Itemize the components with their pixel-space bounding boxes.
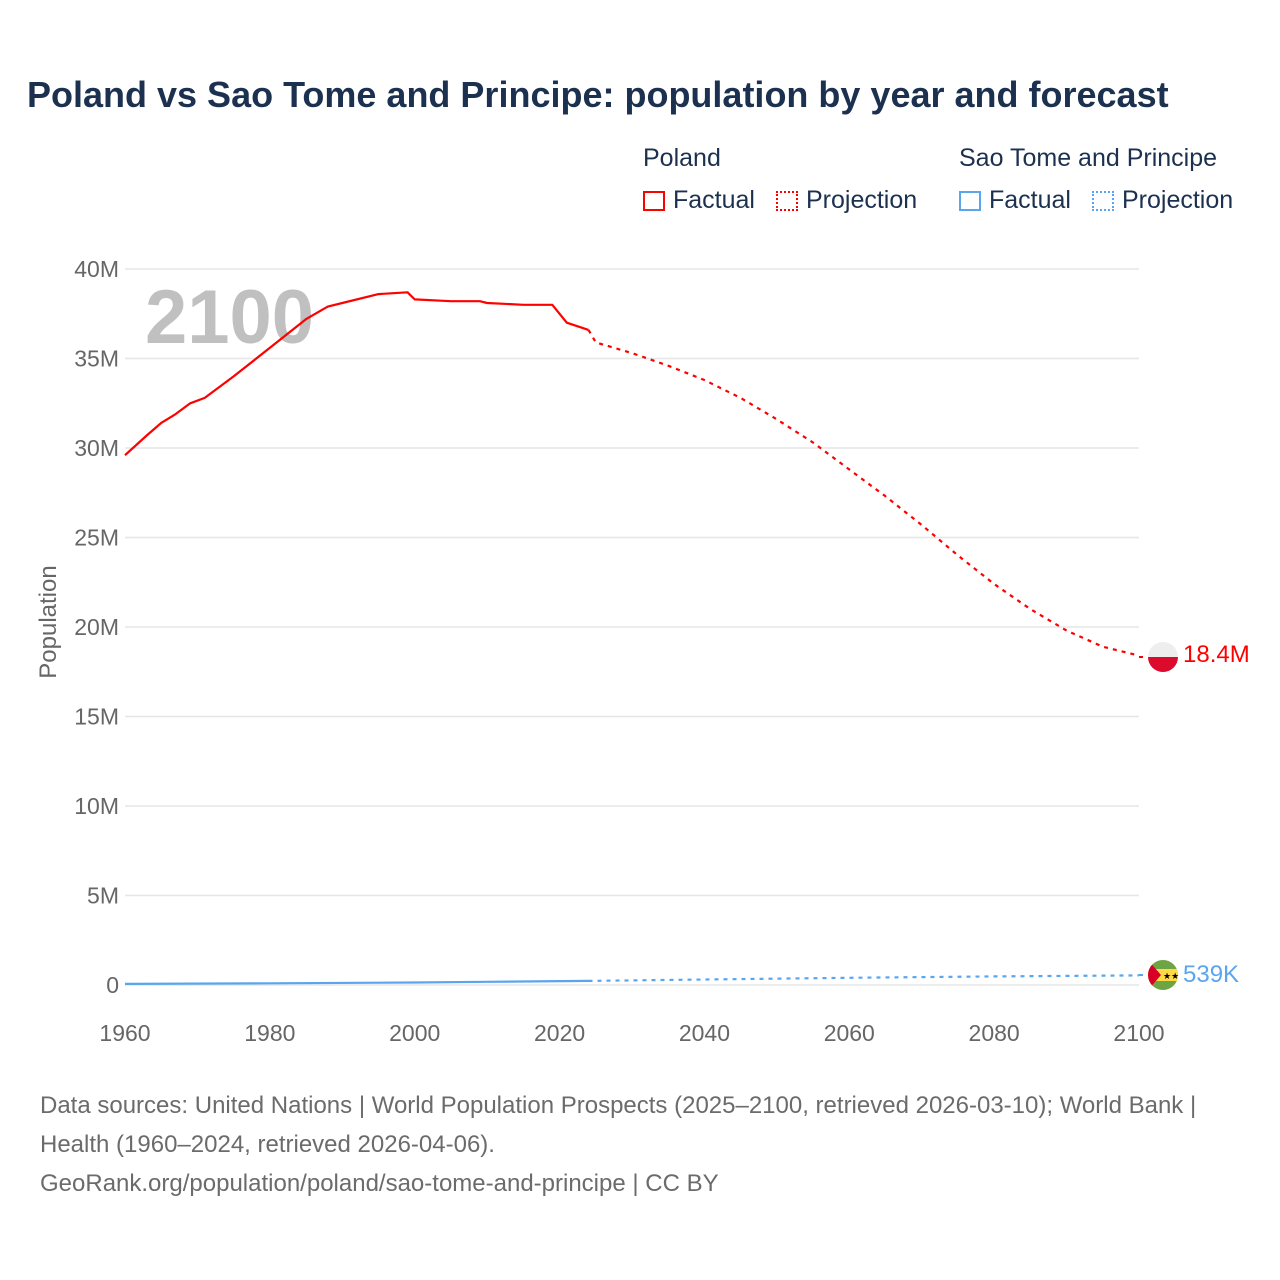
series-line-sao-tome-and-principe-factual — [124, 979, 589, 985]
legend-label: Factual — [673, 186, 755, 214]
y-tick-label: 30M — [74, 435, 119, 461]
x-tick-label: 2040 — [679, 1020, 730, 1046]
y-tick-label: 15M — [74, 704, 119, 730]
x-tick-label: 2100 — [1113, 1020, 1164, 1046]
legend-stp-factual[interactable]: Factual — [959, 186, 1071, 215]
year-overlay: 2100 — [145, 275, 314, 360]
x-tick-label: 2020 — [534, 1020, 585, 1046]
chart-title: Poland vs Sao Tome and Principe: populat… — [27, 74, 1169, 115]
y-tick-label: 35M — [74, 346, 119, 372]
legend-swatch-solid — [959, 190, 981, 211]
y-tick-label: 40M — [74, 256, 119, 282]
y-tick-label: 20M — [74, 614, 119, 640]
legend-swatch-solid — [643, 190, 665, 211]
y-axis-label: Population — [35, 565, 62, 678]
legend-group-stp: Sao Tome and Principe — [959, 144, 1218, 172]
poland-end-label: 18.4M — [1183, 641, 1250, 668]
svg-text:★★: ★★ — [1163, 971, 1179, 981]
legend-poland-factual[interactable]: Factual — [643, 186, 755, 215]
legend-swatch-dotted — [776, 190, 798, 211]
series-line-poland-factual — [124, 291, 589, 457]
legend-group-poland: Poland — [643, 144, 721, 172]
stp-end-label: 539K — [1183, 961, 1239, 988]
x-tick-label: 2080 — [969, 1020, 1020, 1046]
y-tick-label: 5M — [87, 883, 119, 909]
x-tick-label: 1960 — [99, 1020, 150, 1046]
legend-label: Projection — [1122, 186, 1234, 214]
y-tick-label: 10M — [74, 793, 119, 819]
poland-flag-icon — [1148, 642, 1178, 672]
legend-label: Projection — [806, 186, 918, 214]
legend-label: Factual — [989, 186, 1071, 214]
y-tick-label: 0 — [106, 972, 119, 998]
footer: Data sources: United Nations | World Pop… — [40, 1086, 1240, 1203]
y-tick-label: 25M — [74, 525, 119, 551]
x-tick-label: 1980 — [244, 1020, 295, 1046]
series-line-sao-tome-and-principe-projection — [588, 974, 1140, 982]
sao-tome-flag-icon: ★★ — [1148, 960, 1179, 990]
x-tick-label: 2000 — [389, 1020, 440, 1046]
source-link[interactable]: GeoRank.org/population/poland/sao-tome-a… — [40, 1170, 719, 1197]
series-line-poland-projection — [587, 329, 1140, 657]
legend-swatch-dotted — [1092, 190, 1114, 211]
legend-stp-projection[interactable]: Projection — [1092, 186, 1233, 215]
legend-poland-projection[interactable]: Projection — [776, 186, 917, 215]
x-tick-label: 2060 — [824, 1020, 875, 1046]
data-sources: Data sources: United Nations | World Pop… — [40, 1092, 1197, 1158]
